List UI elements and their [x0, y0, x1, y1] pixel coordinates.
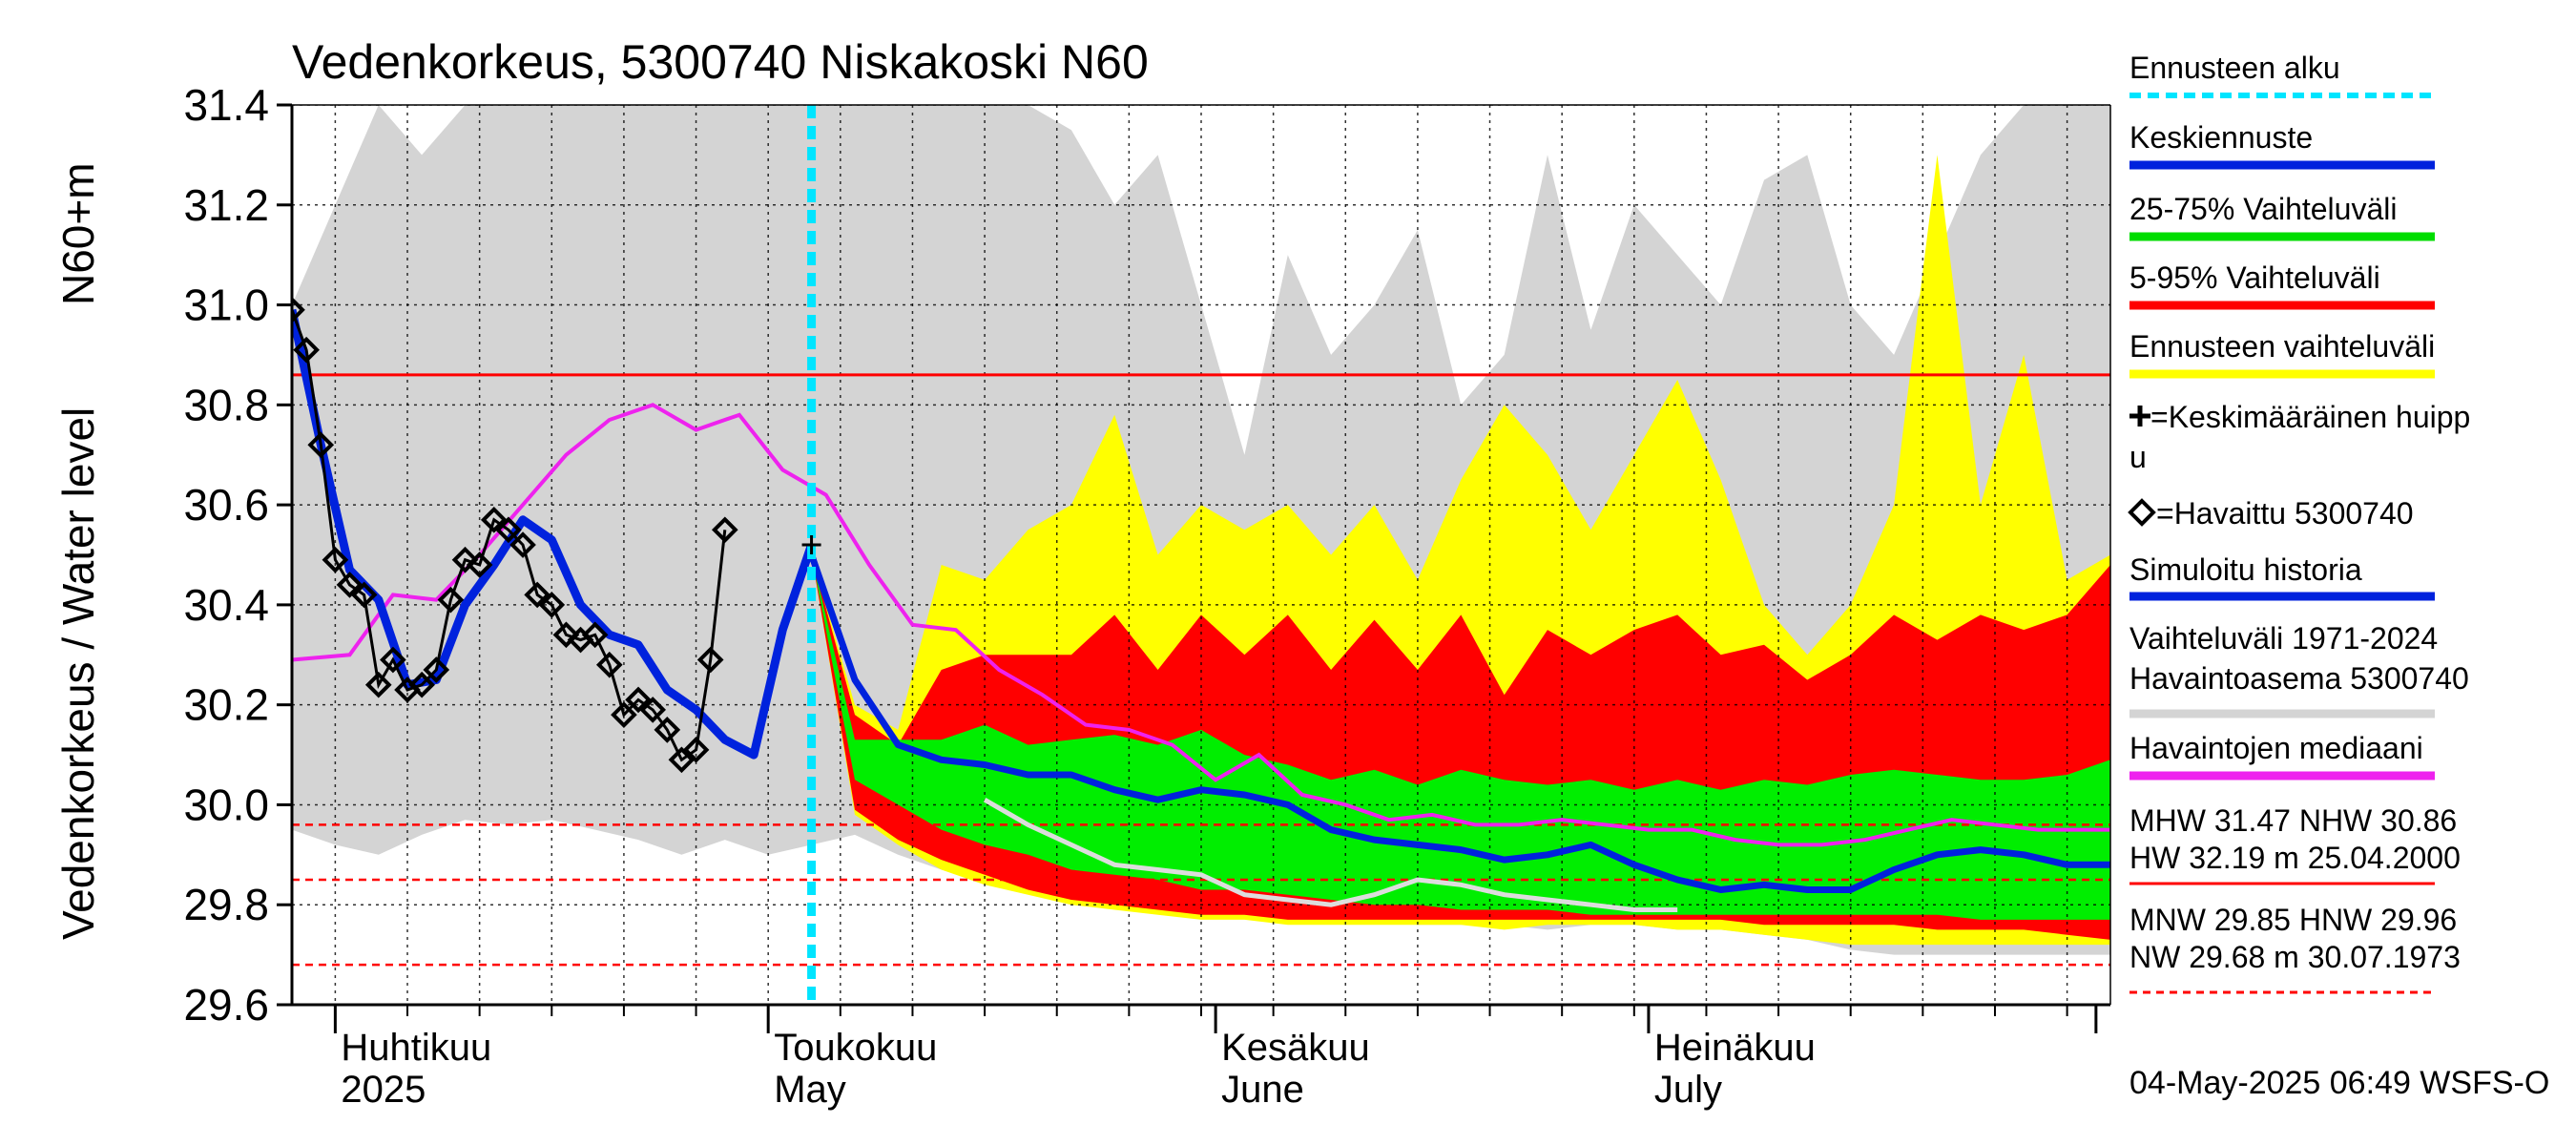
y-tick-label: 30.0 [183, 780, 269, 829]
observed-point [423, 656, 450, 683]
y-tick-label: 31.4 [183, 80, 269, 130]
month-label: Huhtikuu [341, 1027, 491, 1069]
y-tick-label: 31.2 [183, 180, 269, 230]
observed-point [364, 671, 392, 698]
observed-point [639, 697, 667, 723]
month-sublabel: May [774, 1069, 846, 1111]
observed-point [350, 581, 378, 609]
observed-point [595, 651, 623, 678]
legend-diamond-icon [2128, 498, 2156, 527]
observed-point [466, 552, 493, 578]
series-simulated-history [292, 308, 816, 760]
month-label: Heinäkuu [1654, 1027, 1816, 1069]
observed-point [654, 717, 681, 743]
observed-point [552, 621, 580, 649]
month-sublabel: June [1221, 1069, 1304, 1111]
axes: 29.6 29.8 30.0 30.2 30.4 30.6 30.8 31.0 31.2 31.4… [183, 80, 2111, 1111]
legend-label: =Keskimääräinen huipp [2150, 400, 2470, 434]
y-axis-unit: N60+m [53, 162, 103, 305]
observed-point [625, 686, 652, 714]
stats-line-1: MHW 31.47 NHW 30.86 [2129, 803, 2457, 838]
legend-label: =Havaittu 5300740 [2156, 496, 2414, 531]
month-sublabel: July [1654, 1069, 1722, 1111]
legend-label: Ennusteen vaihteluväli [2129, 329, 2435, 364]
observed-point [322, 546, 349, 573]
observed-point [696, 646, 724, 674]
y-tick-label: 30.4 [183, 580, 269, 630]
stats-line-3: MNW 29.85 HNW 29.96 [2129, 903, 2457, 937]
month-sublabel: 2025 [341, 1069, 426, 1111]
observed-point [538, 592, 566, 618]
chart-title: Vedenkorkeus, 5300740 Niskakoski N60 [292, 35, 1149, 89]
y-tick-label: 30.8 [183, 380, 269, 429]
stats-line-2: HW 32.19 m 25.04.2000 [2129, 841, 2461, 875]
legend-label: 5-95% Vaihteluväli [2129, 260, 2380, 295]
observed-point [711, 516, 738, 544]
observed-point [293, 336, 320, 364]
observed-point [581, 621, 609, 649]
observed-point [509, 531, 536, 558]
y-tick-label: 29.8 [183, 880, 269, 929]
y-tick-label: 30.2 [183, 680, 269, 730]
y-axis-label: Vedenkorkeus / Water level [53, 407, 103, 940]
series-minimum [983, 798, 1678, 912]
legend-label: 25-75% Vaihteluväli [2129, 192, 2397, 226]
series-observed-line [292, 309, 727, 762]
observed-point [495, 516, 522, 544]
observed-point [668, 746, 696, 774]
observed-point [611, 701, 637, 728]
legend-cross-icon [2129, 406, 2150, 427]
legend-label-line2: Havaintoasema 5300740 [2129, 661, 2469, 696]
legend-label: Vaihteluväli 1971-2024 [2129, 621, 2438, 656]
mean-peak-marker [801, 535, 821, 555]
y-tick-label: 31.0 [183, 281, 269, 330]
observed-point [524, 581, 551, 609]
observed-point [380, 646, 406, 674]
legend-label: Keskiennuste [2129, 120, 2313, 155]
stats-line-4: NW 29.68 m 30.07.1973 [2129, 940, 2461, 974]
month-label: Kesäkuu [1221, 1027, 1370, 1069]
observed-point [336, 572, 364, 598]
observed-point [408, 671, 435, 698]
y-tick-label: 30.6 [183, 480, 269, 530]
band-25-75 [811, 554, 2110, 920]
legend-label: Ennusteen alku [2129, 51, 2340, 85]
series-median [292, 403, 2110, 847]
series-mean-forecast [808, 553, 2110, 893]
observed-point [682, 736, 710, 763]
legend-label: Simuloitu historia [2129, 552, 2362, 587]
legend: Ennusteen alku Keskiennuste 25-75% Vaihtel… [2128, 51, 2470, 781]
observed-point [307, 431, 335, 459]
y-tick-label: 29.6 [183, 980, 269, 1030]
plot-area [292, 105, 2110, 1005]
month-label: Toukokuu [774, 1027, 937, 1069]
observed-point [480, 506, 508, 533]
legend-label-line2: u [2129, 440, 2147, 474]
observed-point [292, 296, 305, 323]
observed-point [451, 546, 479, 573]
footer-timestamp: 04-May-2025 06:49 WSFS-O [2129, 1065, 2549, 1101]
legend-label: Havaintojen mediaani [2129, 731, 2423, 765]
observed-point [437, 586, 465, 614]
